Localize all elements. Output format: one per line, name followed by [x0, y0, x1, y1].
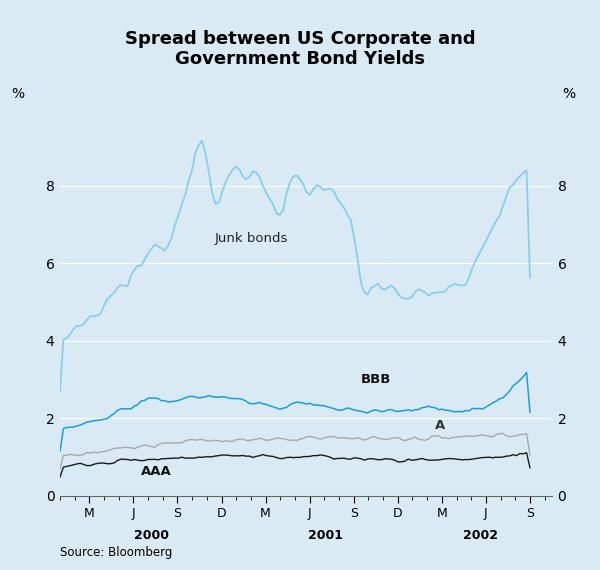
Text: AAA: AAA [141, 465, 172, 478]
Text: BBB: BBB [361, 373, 391, 386]
Text: A: A [434, 419, 445, 432]
Text: 2000: 2000 [134, 529, 169, 542]
Text: Junk bonds: Junk bonds [214, 232, 287, 245]
Text: %: % [11, 87, 24, 100]
Text: 2001: 2001 [308, 529, 343, 542]
Text: %: % [562, 87, 575, 100]
Text: Source: Bloomberg: Source: Bloomberg [60, 545, 172, 559]
Text: 2002: 2002 [463, 529, 498, 542]
Text: Spread between US Corporate and
Government Bond Yields: Spread between US Corporate and Governme… [125, 30, 475, 68]
